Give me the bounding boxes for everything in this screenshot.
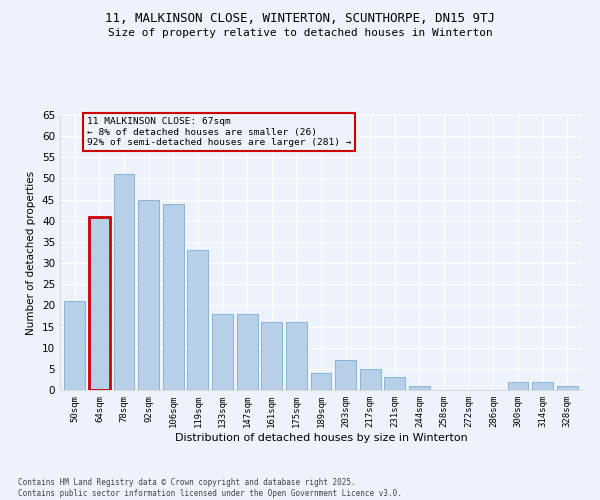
Bar bbox=[286, 322, 307, 390]
Bar bbox=[138, 200, 159, 390]
Bar bbox=[89, 216, 110, 390]
Bar bbox=[236, 314, 257, 390]
Text: Size of property relative to detached houses in Winterton: Size of property relative to detached ho… bbox=[107, 28, 493, 38]
Bar bbox=[187, 250, 208, 390]
Y-axis label: Number of detached properties: Number of detached properties bbox=[26, 170, 37, 334]
Bar bbox=[64, 301, 85, 390]
Bar bbox=[311, 373, 331, 390]
Bar bbox=[409, 386, 430, 390]
Bar bbox=[163, 204, 184, 390]
X-axis label: Distribution of detached houses by size in Winterton: Distribution of detached houses by size … bbox=[175, 432, 467, 442]
Bar bbox=[532, 382, 553, 390]
Bar bbox=[212, 314, 233, 390]
Text: Contains HM Land Registry data © Crown copyright and database right 2025.
Contai: Contains HM Land Registry data © Crown c… bbox=[18, 478, 402, 498]
Text: 11 MALKINSON CLOSE: 67sqm
← 8% of detached houses are smaller (26)
92% of semi-d: 11 MALKINSON CLOSE: 67sqm ← 8% of detach… bbox=[87, 117, 352, 147]
Bar bbox=[335, 360, 356, 390]
Bar bbox=[557, 386, 578, 390]
Bar bbox=[508, 382, 529, 390]
Bar bbox=[113, 174, 134, 390]
Bar bbox=[385, 378, 406, 390]
Bar bbox=[360, 369, 381, 390]
Bar bbox=[261, 322, 282, 390]
Text: 11, MALKINSON CLOSE, WINTERTON, SCUNTHORPE, DN15 9TJ: 11, MALKINSON CLOSE, WINTERTON, SCUNTHOR… bbox=[105, 12, 495, 26]
